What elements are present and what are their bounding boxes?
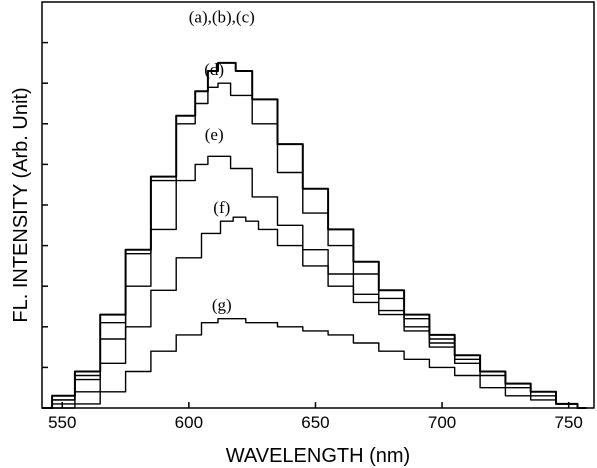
x-tick-label: 600: [175, 413, 203, 432]
series-lines: [42, 61, 587, 409]
series-line: [42, 155, 587, 409]
y-axis-title: FL. INTENSITY (Arb. Unit): [10, 87, 32, 322]
x-tick-label: 550: [48, 413, 76, 432]
series-labels: (a),(b),(c) (d) (e) (f) (g): [189, 7, 255, 314]
series-label: (a),(b),(c): [189, 7, 255, 26]
x-tick-label: 750: [554, 413, 582, 432]
series-label: (g): [212, 296, 232, 315]
series-line: [42, 82, 587, 409]
series-line: [42, 61, 587, 409]
series-label: (e): [205, 125, 224, 144]
x-tick-label: 650: [301, 413, 329, 432]
x-axis-title: WAVELENGTH (nm): [226, 445, 410, 467]
series-label: (f): [213, 198, 230, 217]
plot-frame: [41, 1, 595, 409]
x-ticks: 550 600 650 700 750: [48, 402, 583, 432]
series-line: [42, 216, 587, 409]
y-ticks: [42, 41, 48, 369]
series-line: [42, 318, 587, 409]
series-label: (d): [204, 60, 224, 79]
x-tick-label: 700: [428, 413, 456, 432]
